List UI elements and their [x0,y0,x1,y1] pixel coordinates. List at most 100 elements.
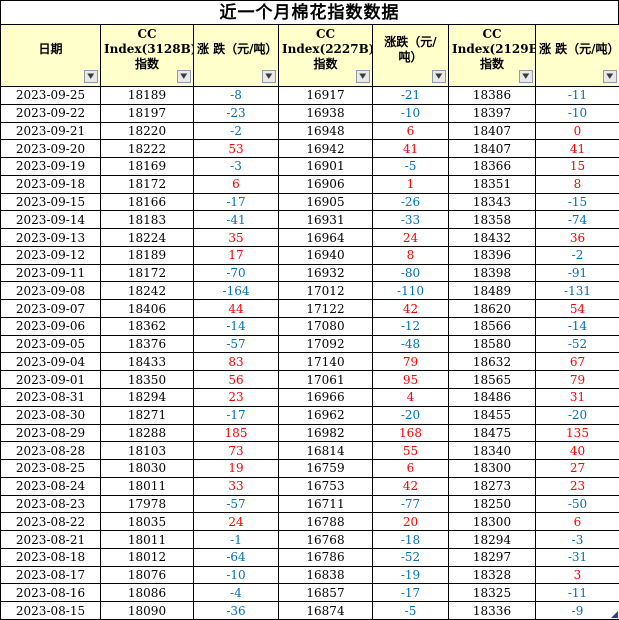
date-cell[interactable]: 2023-08-16 [0,583,101,603]
change-cell[interactable]: -20 [372,405,449,425]
date-cell[interactable]: 2023-08-22 [0,512,101,532]
date-cell[interactable]: 2023-09-22 [0,103,101,123]
index-cell[interactable]: 18489 [448,281,536,301]
change-cell[interactable]: -57 [193,334,279,354]
change-cell[interactable]: 17 [193,245,279,265]
index-cell[interactable]: 18011 [100,476,194,496]
change-cell[interactable]: -18 [372,530,449,549]
index-cell[interactable]: 18030 [100,459,194,478]
index-cell[interactable]: 17978 [100,494,194,514]
date-cell[interactable]: 2023-09-08 [0,281,101,301]
date-cell[interactable]: 2023-09-18 [0,174,101,194]
index-cell[interactable]: 16753 [278,476,373,496]
change-cell[interactable]: -77 [372,494,449,514]
index-cell[interactable]: 18090 [100,601,194,620]
change-cell[interactable]: 44 [193,299,279,318]
change-cell[interactable]: 15 [535,157,619,176]
change-cell[interactable]: 6 [535,512,619,532]
index-cell[interactable]: 18172 [100,263,194,283]
index-cell[interactable]: 18011 [100,530,194,549]
index-cell[interactable]: 18336 [448,601,536,620]
date-cell[interactable]: 2023-08-25 [0,459,101,478]
change-cell[interactable]: -8 [193,86,279,105]
change-cell[interactable]: 19 [193,459,279,478]
index-cell[interactable]: 16906 [278,174,373,194]
date-cell[interactable]: 2023-09-15 [0,192,101,212]
change-cell[interactable]: -52 [372,547,449,567]
change-cell[interactable]: 6 [193,174,279,194]
change-cell[interactable]: 83 [193,352,279,372]
change-cell[interactable]: 20 [372,512,449,532]
index-cell[interactable]: 16901 [278,157,373,176]
change-cell[interactable]: -9 [535,601,619,620]
change-cell[interactable]: -80 [372,263,449,283]
change-cell[interactable]: 31 [535,388,619,407]
index-cell[interactable]: 18475 [448,423,536,443]
index-cell[interactable]: 18183 [100,210,194,230]
index-cell[interactable]: 17122 [278,299,373,318]
index-cell[interactable]: 18328 [448,565,536,585]
date-cell[interactable]: 2023-08-31 [0,388,101,407]
change-cell[interactable]: 73 [193,441,279,461]
index-cell[interactable]: 18300 [448,512,536,532]
date-cell[interactable]: 2023-09-13 [0,228,101,247]
change-cell[interactable]: 42 [372,476,449,496]
change-cell[interactable]: -17 [372,583,449,603]
index-cell[interactable]: 18076 [100,565,194,585]
index-cell[interactable]: 18288 [100,423,194,443]
change-cell[interactable]: 41 [535,139,619,159]
change-cell[interactable]: 79 [372,352,449,372]
index-cell[interactable]: 16759 [278,459,373,478]
change-cell[interactable]: -3 [535,530,619,549]
date-cell[interactable]: 2023-08-24 [0,476,101,496]
index-cell[interactable]: 18300 [448,459,536,478]
filter-dropdown-button[interactable]: ▼ [519,70,533,83]
date-cell[interactable]: 2023-08-21 [0,530,101,549]
index-cell[interactable]: 18242 [100,281,194,301]
index-cell[interactable]: 18433 [100,352,194,372]
change-cell[interactable]: 3 [535,565,619,585]
index-cell[interactable]: 18376 [100,334,194,354]
change-cell[interactable]: -57 [193,494,279,514]
index-cell[interactable]: 18358 [448,210,536,230]
change-cell[interactable]: -5 [372,601,449,620]
date-cell[interactable]: 2023-09-04 [0,352,101,372]
change-cell[interactable]: -48 [372,334,449,354]
filter-dropdown-button[interactable]: ▼ [432,70,446,83]
change-cell[interactable]: -74 [535,210,619,230]
change-cell[interactable]: -41 [193,210,279,230]
change-cell[interactable]: -14 [193,316,279,336]
change-cell[interactable]: 185 [193,423,279,443]
change-cell[interactable]: 35 [193,228,279,247]
index-cell[interactable]: 18325 [448,583,536,603]
index-cell[interactable]: 18271 [100,405,194,425]
change-cell[interactable]: -2 [193,121,279,141]
change-cell[interactable]: 6 [372,121,449,141]
index-cell[interactable]: 16814 [278,441,373,461]
change-cell[interactable]: 8 [535,174,619,194]
date-cell[interactable]: 2023-08-30 [0,405,101,425]
index-cell[interactable]: 16768 [278,530,373,549]
change-cell[interactable]: 27 [535,459,619,478]
index-cell[interactable]: 17012 [278,281,373,301]
index-cell[interactable]: 18012 [100,547,194,567]
index-cell[interactable]: 18566 [448,316,536,336]
change-cell[interactable]: 41 [372,139,449,159]
filter-dropdown-button[interactable]: ▼ [603,70,617,83]
index-cell[interactable]: 17140 [278,352,373,372]
change-cell[interactable]: -5 [372,157,449,176]
index-cell[interactable]: 18166 [100,192,194,212]
date-cell[interactable]: 2023-08-15 [0,601,101,620]
index-cell[interactable]: 16931 [278,210,373,230]
index-cell[interactable]: 18351 [448,174,536,194]
index-cell[interactable]: 18455 [448,405,536,425]
index-cell[interactable]: 16982 [278,423,373,443]
index-cell[interactable]: 18486 [448,388,536,407]
filter-dropdown-button[interactable]: ▼ [356,70,370,83]
column-header-cc-index-2129b[interactable]: CC Index(2129B)指数 ▼ [448,24,536,87]
change-cell[interactable]: 6 [372,459,449,478]
index-cell[interactable]: 18340 [448,441,536,461]
change-cell[interactable]: -14 [535,316,619,336]
date-cell[interactable]: 2023-09-07 [0,299,101,318]
change-cell[interactable]: -52 [535,334,619,354]
